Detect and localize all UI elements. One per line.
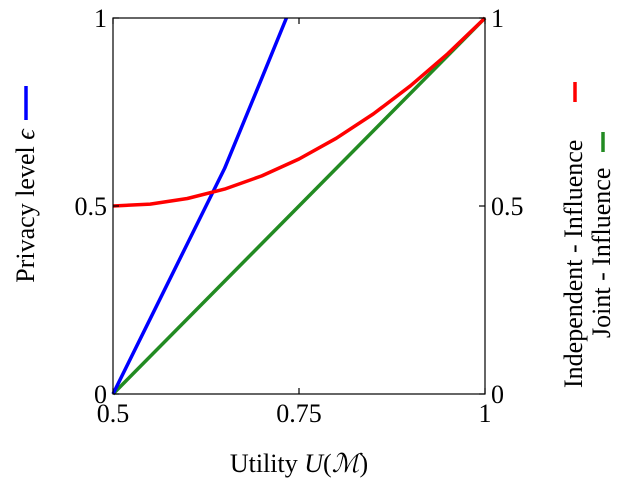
y-tick-label-left: 0.5 <box>75 192 108 221</box>
y-tick-label-right: 0 <box>491 380 504 409</box>
y-tick-label-left: 1 <box>94 4 107 33</box>
y-tick-label-right: 1 <box>491 4 504 33</box>
legend: Independent - Influence Joint - Influenc… <box>559 82 616 388</box>
legend-label-joint: Joint - Influence <box>587 168 616 338</box>
series-line-privacy <box>111 17 289 395</box>
y-tick-label-right: 0.5 <box>491 192 524 221</box>
y-tick-label-left: 0 <box>94 380 107 409</box>
x-tick-label: 0.5 <box>97 399 130 428</box>
legend-label-independent: Independent - Influence <box>559 140 588 388</box>
y-axis-label: Privacy level ϵ <box>11 128 40 283</box>
x-tick-label: 0.75 <box>276 399 322 428</box>
x-axis-label: Utility U(ℳ) <box>230 449 368 478</box>
x-tick-label: 1 <box>479 399 492 428</box>
plot-area <box>111 16 487 396</box>
series-line-independent-influence <box>112 16 487 208</box>
series-line-joint-influence <box>111 16 487 396</box>
